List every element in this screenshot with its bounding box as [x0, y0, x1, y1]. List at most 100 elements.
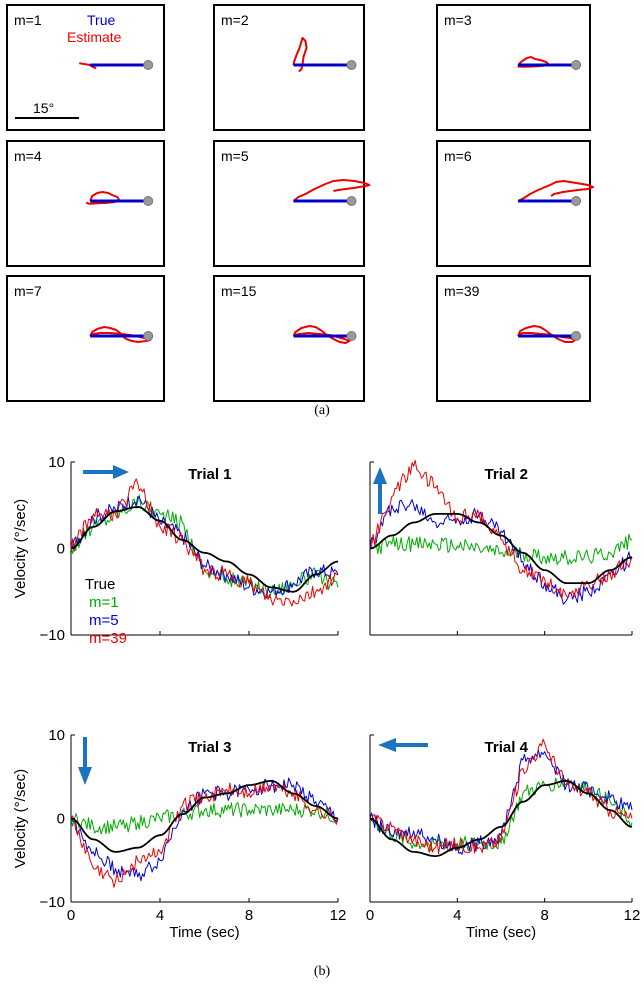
subplot-label: m=6: [444, 148, 472, 164]
subplot-frame: [6, 275, 165, 402]
trajectory-subplot: m=7: [6, 275, 165, 402]
x-axis-label: Time (sec): [466, 924, 536, 941]
arrow-head: [113, 465, 129, 479]
series-line: [369, 738, 633, 855]
subplot-label: m=5: [221, 148, 249, 164]
legend-true: True: [87, 12, 115, 28]
endpoint-marker: [571, 60, 582, 70]
subplot-frame: [213, 4, 365, 131]
series-line: [369, 499, 633, 605]
endpoint-marker: [346, 196, 357, 206]
trajectory-subplot: m=4: [6, 140, 165, 267]
x-tick-label: 12: [624, 907, 641, 924]
endpoint-marker: [143, 60, 154, 70]
arrow-head: [373, 467, 387, 484]
y-tick-label: −10: [40, 627, 65, 644]
arrow-head: [78, 767, 92, 785]
trajectory-subplot: m=5: [213, 140, 371, 267]
series-line: [70, 780, 339, 853]
estimate-trajectory: [517, 325, 577, 343]
series-line: [369, 780, 633, 857]
velocity-subplot: Trial 1 10 0 −10 Velocity (°/sec) Truem=1m=5m…: [12, 454, 339, 647]
x-tick-label: 8: [245, 907, 253, 924]
series-line: [369, 513, 633, 584]
estimate-trajectory: [89, 326, 152, 343]
x-tick-label: 4: [453, 907, 461, 924]
legend-entry: True: [85, 576, 115, 593]
estimate-trajectory: [517, 180, 595, 202]
series-line: [70, 496, 339, 599]
subplot-label: m=7: [14, 283, 42, 299]
endpoint-marker: [571, 196, 582, 206]
series-line: [70, 802, 339, 835]
estimate-trajectory: [292, 179, 371, 202]
direction-arrow-icon: [378, 738, 428, 752]
trajectory-subplot: m=15: [213, 275, 365, 402]
subplot-title: Trial 3: [188, 739, 231, 756]
subplot-title: Trial 4: [485, 739, 529, 756]
trajectory-subplot: m=3: [436, 4, 591, 131]
legend-entry: m=5: [89, 612, 119, 629]
y-tick-label: 10: [48, 454, 65, 471]
endpoint-marker: [143, 331, 154, 341]
trajectory-subplot: m=2: [213, 4, 365, 131]
velocity-subplot: Trial 2: [369, 459, 633, 636]
y-tick-label: 0: [57, 541, 65, 558]
subplot-title: Trial 2: [485, 466, 528, 483]
direction-arrow-icon: [78, 737, 92, 785]
y-axis-label: Velocity (°/sec): [12, 769, 29, 868]
subplot-title: Trial 1: [188, 466, 231, 483]
legend-estimate: Estimate: [67, 29, 122, 45]
arrow-head: [378, 738, 396, 752]
subplot-label: m=1: [14, 12, 42, 28]
x-axis-label: Time (sec): [169, 924, 239, 941]
subplot-frame: [436, 140, 591, 267]
subplot-label: m=4: [14, 148, 42, 164]
direction-arrow-icon: [83, 465, 129, 479]
x-tick-label: 12: [330, 907, 347, 924]
x-tick-label: 4: [156, 907, 164, 924]
legend-entry: m=1: [89, 594, 119, 611]
series-line: [369, 749, 633, 855]
endpoint-marker: [143, 196, 154, 206]
y-tick-label: −10: [40, 894, 65, 911]
trajectory-subplot: m=39: [436, 275, 591, 402]
caption-b: (b): [314, 964, 331, 979]
subplot-frame: [6, 140, 165, 267]
velocity-subplot: Trial 4 0 4 8 12 Time (sec): [366, 734, 641, 941]
series-line: [369, 533, 633, 566]
direction-arrow-icon: [373, 467, 387, 514]
series-line: [70, 777, 339, 882]
endpoint-marker: [346, 60, 357, 70]
subplot-frame: [213, 275, 365, 402]
subplot-label: m=15: [221, 283, 257, 299]
y-tick-label: 10: [48, 727, 65, 744]
endpoint-marker: [346, 331, 357, 341]
subplot-label: m=39: [444, 283, 480, 299]
subplot-label: m=3: [444, 12, 472, 28]
subplot-frame: [6, 4, 165, 131]
subplot-label: m=2: [221, 12, 249, 28]
subplot-frame: [436, 4, 591, 131]
x-tick-label: 0: [67, 907, 75, 924]
estimate-trajectory: [292, 325, 351, 344]
trajectory-subplot: m=6: [436, 140, 595, 267]
y-axis-label: Velocity (°/sec): [12, 499, 29, 598]
y-tick-label: 0: [57, 811, 65, 828]
series-line: [70, 506, 339, 593]
legend-entry: m=39: [89, 630, 127, 647]
subplot-frame: [436, 275, 591, 402]
x-tick-label: 8: [540, 907, 548, 924]
x-tick-label: 0: [366, 907, 374, 924]
endpoint-marker: [571, 331, 582, 341]
caption-a: (a): [314, 403, 330, 418]
scale-label: 15°: [33, 100, 54, 116]
estimate-trajectory: [85, 191, 121, 205]
subplot-frame: [213, 140, 365, 267]
series-line: [70, 478, 339, 607]
